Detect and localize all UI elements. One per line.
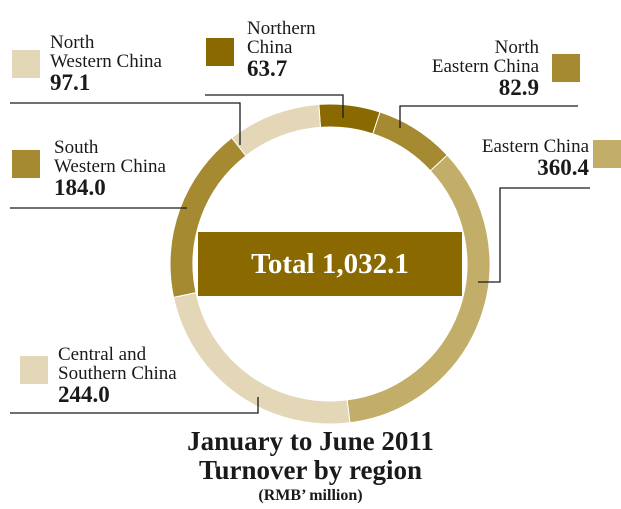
chart-subtitle: Turnover by region [198,455,423,485]
label-south-western-line2: Western China [54,156,166,177]
legend-swatch-north-western [12,50,40,78]
label-northern-line1: Northern [247,18,316,39]
donut-slices [169,103,491,425]
slice-central-and-southern-china [172,292,351,425]
label-northern-value: 63.7 [247,56,288,81]
chart-unit: (RMB’ million) [258,487,363,504]
label-north-eastern-value: 82.9 [498,75,539,100]
legend-swatch-central-southern [20,356,48,384]
total-box-bg [198,232,462,296]
label-north-eastern-line1: North [494,37,539,58]
label-north-western-line2: Western China [50,51,162,72]
legend-swatch-south-western [12,150,40,178]
label-northern: Northern China 63.7 [247,19,316,81]
leader-eastern [478,187,590,283]
legend-swatch-eastern [593,140,621,168]
leader-north-western [10,102,241,145]
slice-north-eastern-china [372,111,448,172]
label-north-western: North Western China 97.1 [50,33,162,95]
label-north-western-line1: North [50,32,95,53]
label-south-western: South Western China 184.0 [54,138,166,200]
slice-north-western-china [231,103,321,157]
label-north-western-value: 97.1 [50,70,91,95]
label-north-eastern-line2: Eastern China [431,56,539,77]
leader-northern [205,94,344,118]
label-south-western-value: 184.0 [54,175,106,200]
leader-north-eastern [399,105,578,128]
label-eastern-value: 360.4 [537,155,589,180]
leader-central-southern [10,397,259,414]
label-north-eastern: North Eastern China 82.9 [432,38,539,100]
label-central-southern-value: 244.0 [58,382,110,407]
label-central-southern: Central and Southern China 244.0 [58,345,177,407]
label-eastern: Eastern China 360.4 [482,137,589,180]
label-central-southern-line2: Southern China [58,363,177,384]
total-label: Total 1,032.1 [251,247,409,280]
label-eastern-line1: Eastern China [481,136,589,157]
legend-swatch-northern [206,38,234,66]
legend-swatch-north-eastern [552,54,580,82]
slice-northern-china [318,103,381,135]
leader-lines [10,94,590,414]
label-central-southern-line1: Central and [58,344,147,365]
label-northern-line2: China [247,37,293,58]
label-south-western-line1: South [54,137,99,158]
chart-title: January to June 2011 [187,426,434,456]
